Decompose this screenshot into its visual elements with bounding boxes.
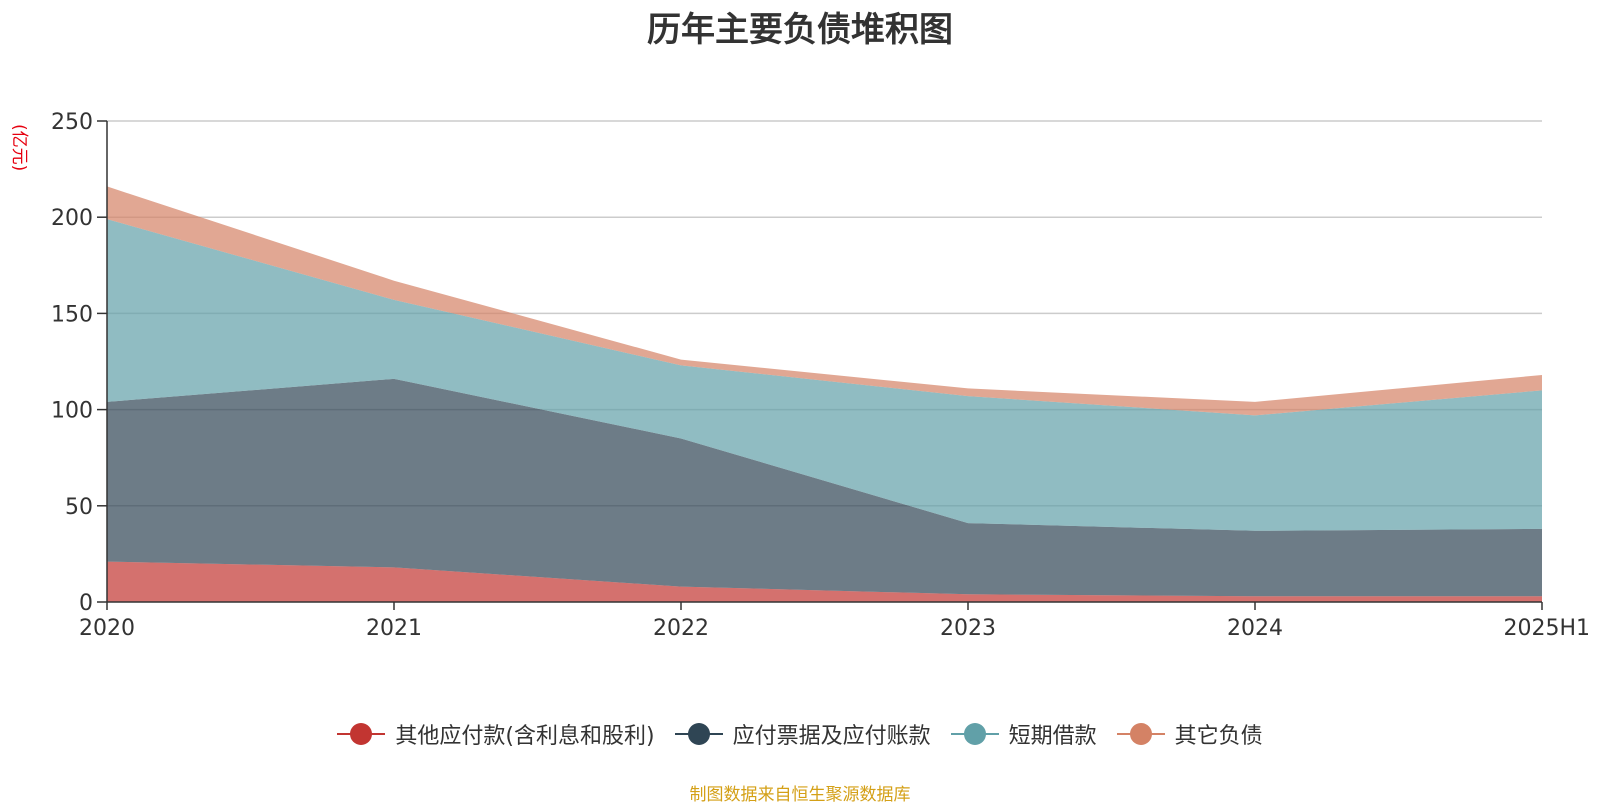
x-tick-label: 2025H1 [1503,616,1590,641]
legend-item[interactable]: 短期借款 [950,718,1097,750]
axes: 0 50 100 150 200 250 2020 2021 2022 2023 2024 2025H… [51,110,1590,641]
y-axis-unit-label: (亿元) [9,124,29,172]
legend-swatch-icon [950,722,999,746]
x-tick-label: 2023 [940,616,996,641]
y-tick-label: 250 [51,110,93,135]
legend-label: 短期借款 [1008,724,1097,749]
area-series [107,561,1542,602]
area-series [107,219,1542,531]
legend-item[interactable]: 应付票据及应付账款 [674,718,931,750]
area-series [107,378,1542,597]
legend-item[interactable]: 其它负债 [1116,718,1263,750]
legend-label: 应付票据及应付账款 [732,724,931,749]
legend-swatch-icon [1116,722,1165,746]
stacked-area-chart: 0 50 100 150 200 250 2020 2021 2022 2023 2024 2025H… [51,110,1590,641]
x-tick-label: 2024 [1227,616,1283,641]
legend-swatch-icon [337,722,386,746]
x-tick-label: 2020 [79,616,135,641]
chart-title: 历年主要负债堆积图 [647,10,953,50]
legend: 其他应付款(含利息和股利) 应付票据及应付账款 短期借款 其它负债 [0,718,1600,750]
legend-item[interactable]: 其他应付款(含利息和股利) [337,718,655,750]
y-tick-label: 200 [51,206,93,231]
area-series [107,186,1542,416]
y-tick-label: 0 [79,591,93,616]
legend-label: 其他应付款(含利息和股利) [395,724,655,749]
y-tick-label: 100 [51,399,93,424]
legend-label: 其它负债 [1174,724,1263,749]
y-tick-label: 150 [51,302,93,327]
area-series-group [107,186,1542,602]
source-note: 制图数据来自恒生聚源数据库 [689,785,911,805]
y-tick-label: 50 [65,495,93,520]
x-tick-label: 2022 [653,616,709,641]
legend-swatch-icon [674,722,723,746]
x-tick-label: 2021 [366,616,422,641]
